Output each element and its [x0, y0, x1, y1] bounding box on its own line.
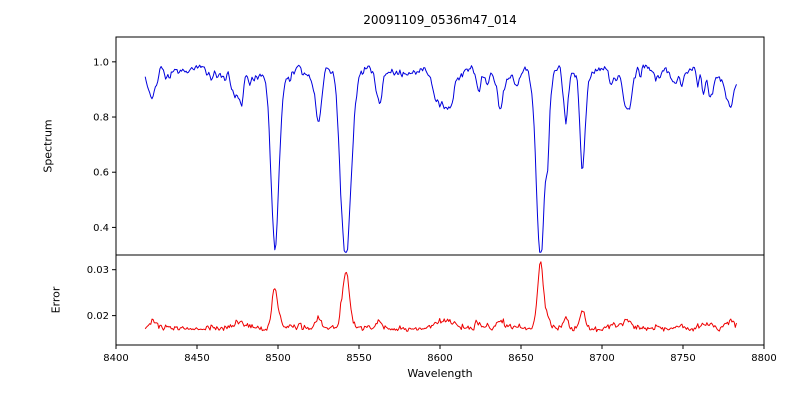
chart-title: 20091109_0536m47_014 — [363, 13, 517, 27]
y-tick-label: 1.0 — [93, 57, 109, 68]
x-tick-label: 8450 — [184, 353, 209, 364]
x-tick-label: 8550 — [346, 353, 371, 364]
x-tick-label: 8400 — [103, 353, 128, 364]
x-tick-label: 8650 — [508, 353, 533, 364]
error-line — [144, 261, 737, 333]
y-tick-label: 0.02 — [87, 311, 109, 322]
spectrum-line — [144, 64, 737, 253]
x-tick-label: 8700 — [589, 353, 614, 364]
y-tick-label: 0.4 — [93, 223, 109, 234]
x-axis-label: Wavelength — [407, 367, 473, 380]
y-tick-label: 0.6 — [93, 168, 109, 179]
error-axes-box — [115, 254, 765, 346]
x-tick-label: 8600 — [427, 353, 452, 364]
y-tick-label: 0.03 — [87, 265, 109, 276]
x-tick-label: 8800 — [751, 353, 776, 364]
x-tick-label: 8750 — [670, 353, 695, 364]
x-tick-label: 8500 — [265, 353, 290, 364]
y-tick-label: 0.8 — [93, 113, 109, 124]
